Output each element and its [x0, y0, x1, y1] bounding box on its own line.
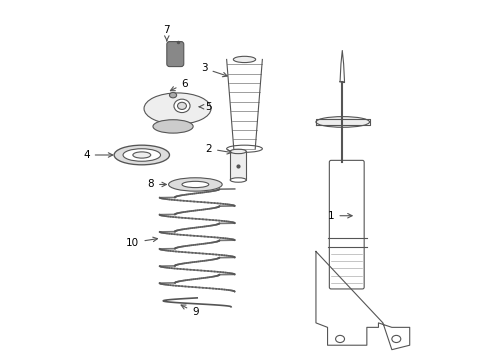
- Text: 7: 7: [163, 25, 170, 41]
- Ellipse shape: [144, 93, 211, 124]
- Ellipse shape: [174, 99, 190, 113]
- Text: 6: 6: [170, 78, 187, 91]
- Ellipse shape: [230, 149, 246, 154]
- Ellipse shape: [391, 336, 400, 342]
- Ellipse shape: [153, 120, 193, 133]
- Text: 10: 10: [126, 237, 157, 248]
- Ellipse shape: [177, 102, 186, 109]
- Bar: [230, 152, 246, 180]
- Text: 2: 2: [205, 144, 231, 154]
- Ellipse shape: [182, 181, 208, 188]
- Ellipse shape: [233, 56, 255, 63]
- FancyBboxPatch shape: [166, 41, 183, 67]
- Text: 4: 4: [83, 150, 113, 160]
- Ellipse shape: [123, 149, 160, 161]
- Ellipse shape: [133, 152, 150, 158]
- Ellipse shape: [168, 178, 222, 191]
- Ellipse shape: [230, 178, 246, 182]
- Ellipse shape: [315, 117, 369, 127]
- Text: 8: 8: [147, 180, 166, 189]
- Ellipse shape: [335, 336, 344, 342]
- Text: 1: 1: [327, 211, 351, 221]
- Ellipse shape: [169, 93, 176, 98]
- Ellipse shape: [226, 145, 262, 152]
- Text: 9: 9: [181, 305, 198, 317]
- Text: 3: 3: [201, 63, 227, 77]
- FancyBboxPatch shape: [328, 160, 364, 289]
- Ellipse shape: [114, 145, 169, 165]
- Text: 5: 5: [199, 102, 212, 112]
